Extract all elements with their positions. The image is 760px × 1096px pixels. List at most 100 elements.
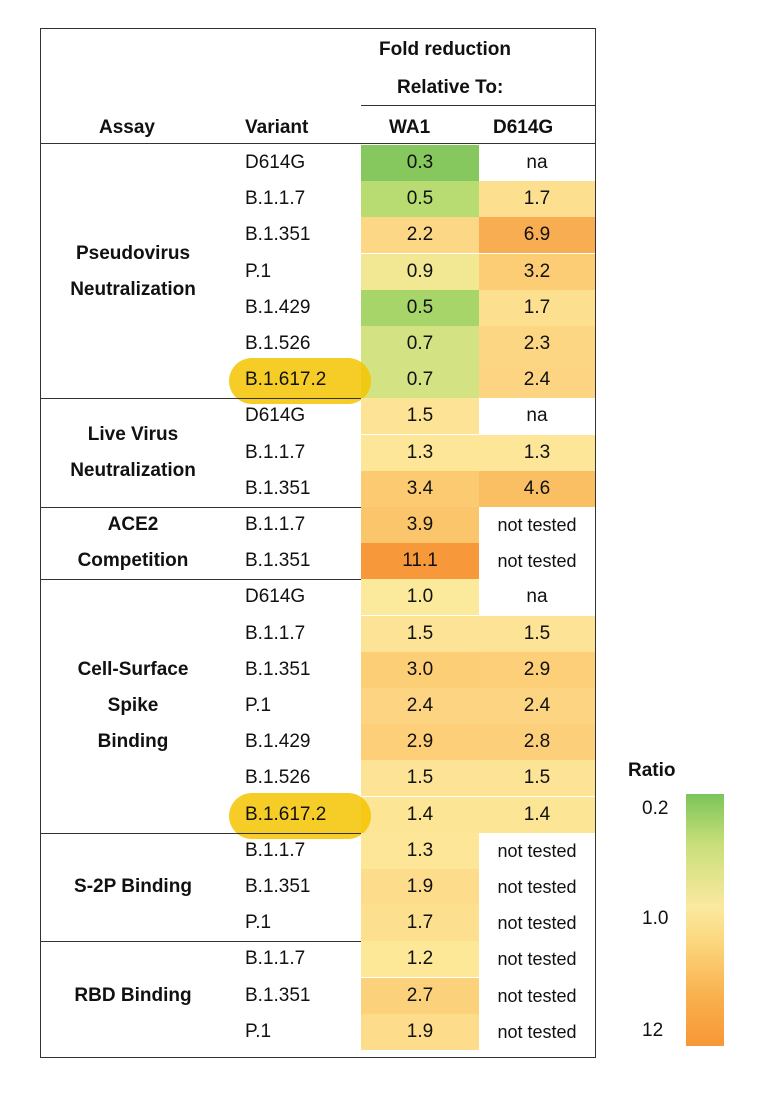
col-header-wa1: WA1 <box>389 117 431 138</box>
variant-label: D614G <box>245 405 306 427</box>
assay-label: Cell-Surface Spike Binding <box>41 652 225 760</box>
legend-color-bar <box>686 794 724 1046</box>
variant-highlight <box>229 358 371 405</box>
cell-wa1: 3.9 <box>361 507 479 543</box>
variant-label: B.1.351 <box>245 984 311 1006</box>
assay-label-line: ACE2 <box>107 514 159 536</box>
assay-label: RBD Binding <box>41 978 225 1014</box>
cell-d614g: not tested <box>479 905 595 942</box>
variant-label: B.1.1.7 <box>245 839 306 861</box>
cell-wa1: 1.5 <box>361 398 479 435</box>
cell-wa1: 1.7 <box>361 905 479 942</box>
group-divider <box>41 507 595 508</box>
cell-d614g: 1.3 <box>479 434 595 471</box>
cell-wa1: 2.7 <box>361 977 479 1014</box>
group-header-line2: Relative To: <box>397 77 504 98</box>
legend-tick-top: 0.2 <box>642 798 669 819</box>
cell-d614g: 1.7 <box>479 289 595 326</box>
cell-wa1: 2.2 <box>361 217 479 254</box>
assay-label-line: RBD Binding <box>74 984 192 1006</box>
assay-label-line: Neutralization <box>70 459 196 481</box>
variant-label: B.1.1.7 <box>245 188 306 210</box>
cell-d614g: 2.8 <box>479 724 595 761</box>
legend-tick-mid: 1.0 <box>642 908 669 929</box>
group-divider <box>41 832 595 834</box>
group-divider <box>41 398 595 400</box>
legend-tick-bottom: 12 <box>642 1020 664 1041</box>
cell-wa1: 1.4 <box>361 796 479 833</box>
col-header-variant: Variant <box>245 117 309 138</box>
cell-d614g: na <box>479 145 595 181</box>
cell-wa1: 0.7 <box>361 362 479 399</box>
cell-d614g: 1.5 <box>479 615 595 652</box>
variant-label: B.1.429 <box>245 731 311 753</box>
cell-wa1: 1.3 <box>361 832 479 869</box>
cell-d614g: 1.5 <box>479 760 595 797</box>
cell-d614g: 2.4 <box>479 688 595 724</box>
variant-label: B.1.526 <box>245 333 311 354</box>
legend-title: Ratio <box>628 760 676 781</box>
variant-label: B.1.1.7 <box>245 622 306 644</box>
cell-wa1: 0.7 <box>361 326 479 362</box>
assay-label: S-2P Binding <box>41 869 225 905</box>
cell-d614g: 4.6 <box>479 470 595 507</box>
fold-reduction-table: Fold reduction Relative To: Assay Varian… <box>40 28 596 1058</box>
variant-label: P.1 <box>245 260 272 282</box>
assay-label: ACE2 Competition <box>41 507 225 579</box>
cell-wa1: 0.5 <box>361 181 479 218</box>
variant-label: B.1.351 <box>245 477 311 499</box>
cell-d614g: not tested <box>479 1013 595 1050</box>
col-header-assay: Assay <box>99 117 155 138</box>
assay-label-line: Cell-Surface <box>77 659 189 681</box>
variant-label: D614G <box>245 152 306 173</box>
cell-d614g: 2.4 <box>479 362 595 399</box>
col-header-d614g: D614G <box>493 117 554 138</box>
header-divider <box>41 143 595 144</box>
cell-d614g: 2.9 <box>479 651 595 688</box>
group-divider <box>41 579 595 581</box>
cell-wa1: 0.3 <box>361 145 479 181</box>
variant-label: B.1.351 <box>245 550 311 572</box>
cell-d614g: 3.2 <box>479 253 595 290</box>
cell-wa1: 1.9 <box>361 1013 479 1050</box>
variant-label: P.1 <box>245 1020 272 1042</box>
cell-wa1: 1.9 <box>361 869 479 905</box>
cell-d614g: not tested <box>479 832 595 869</box>
cell-wa1: 1.5 <box>361 615 479 652</box>
cell-wa1: 1.5 <box>361 760 479 797</box>
cell-d614g: 1.4 <box>479 796 595 833</box>
cell-wa1: 1.0 <box>361 579 479 616</box>
assay-label-line: S-2P Binding <box>74 876 192 898</box>
variant-label: D614G <box>245 586 306 608</box>
assay-label-line: Pseudovirus <box>75 242 191 264</box>
variant-label: B.1.351 <box>245 876 311 897</box>
variant-highlight <box>229 792 371 839</box>
cell-wa1: 11.1 <box>361 543 479 580</box>
variant-label: B.1.617.2 <box>245 803 327 825</box>
cell-wa1: 1.3 <box>361 434 479 471</box>
cell-d614g: not tested <box>479 941 595 978</box>
group-divider <box>41 941 595 943</box>
cell-d614g: 1.7 <box>479 181 595 218</box>
cell-wa1: 3.0 <box>361 651 479 688</box>
cell-d614g: na <box>479 579 595 616</box>
cell-wa1: 2.9 <box>361 724 479 761</box>
assay-label-line: Live Virus <box>87 423 179 445</box>
cell-d614g: 6.9 <box>479 217 595 254</box>
group-header-line1: Fold reduction <box>379 39 511 60</box>
variant-label: B.1.1.7 <box>245 948 306 970</box>
variant-label: P.1 <box>245 912 272 934</box>
cell-d614g: not tested <box>479 977 595 1014</box>
cell-wa1: 0.5 <box>361 289 479 326</box>
assay-label-line: Neutralization <box>70 278 196 300</box>
cell-wa1: 3.4 <box>361 470 479 507</box>
cell-wa1: 0.9 <box>361 253 479 290</box>
assay-label: Pseudovirus Neutralization <box>41 236 225 308</box>
cell-d614g: not tested <box>479 507 595 543</box>
group-header-underline <box>361 105 595 106</box>
assay-label-line: Competition <box>77 550 189 572</box>
variant-label: B.1.351 <box>245 224 311 246</box>
cell-wa1: 1.2 <box>361 941 479 978</box>
assay-label: Live Virus Neutralization <box>41 417 225 489</box>
cell-wa1: 2.4 <box>361 688 479 724</box>
